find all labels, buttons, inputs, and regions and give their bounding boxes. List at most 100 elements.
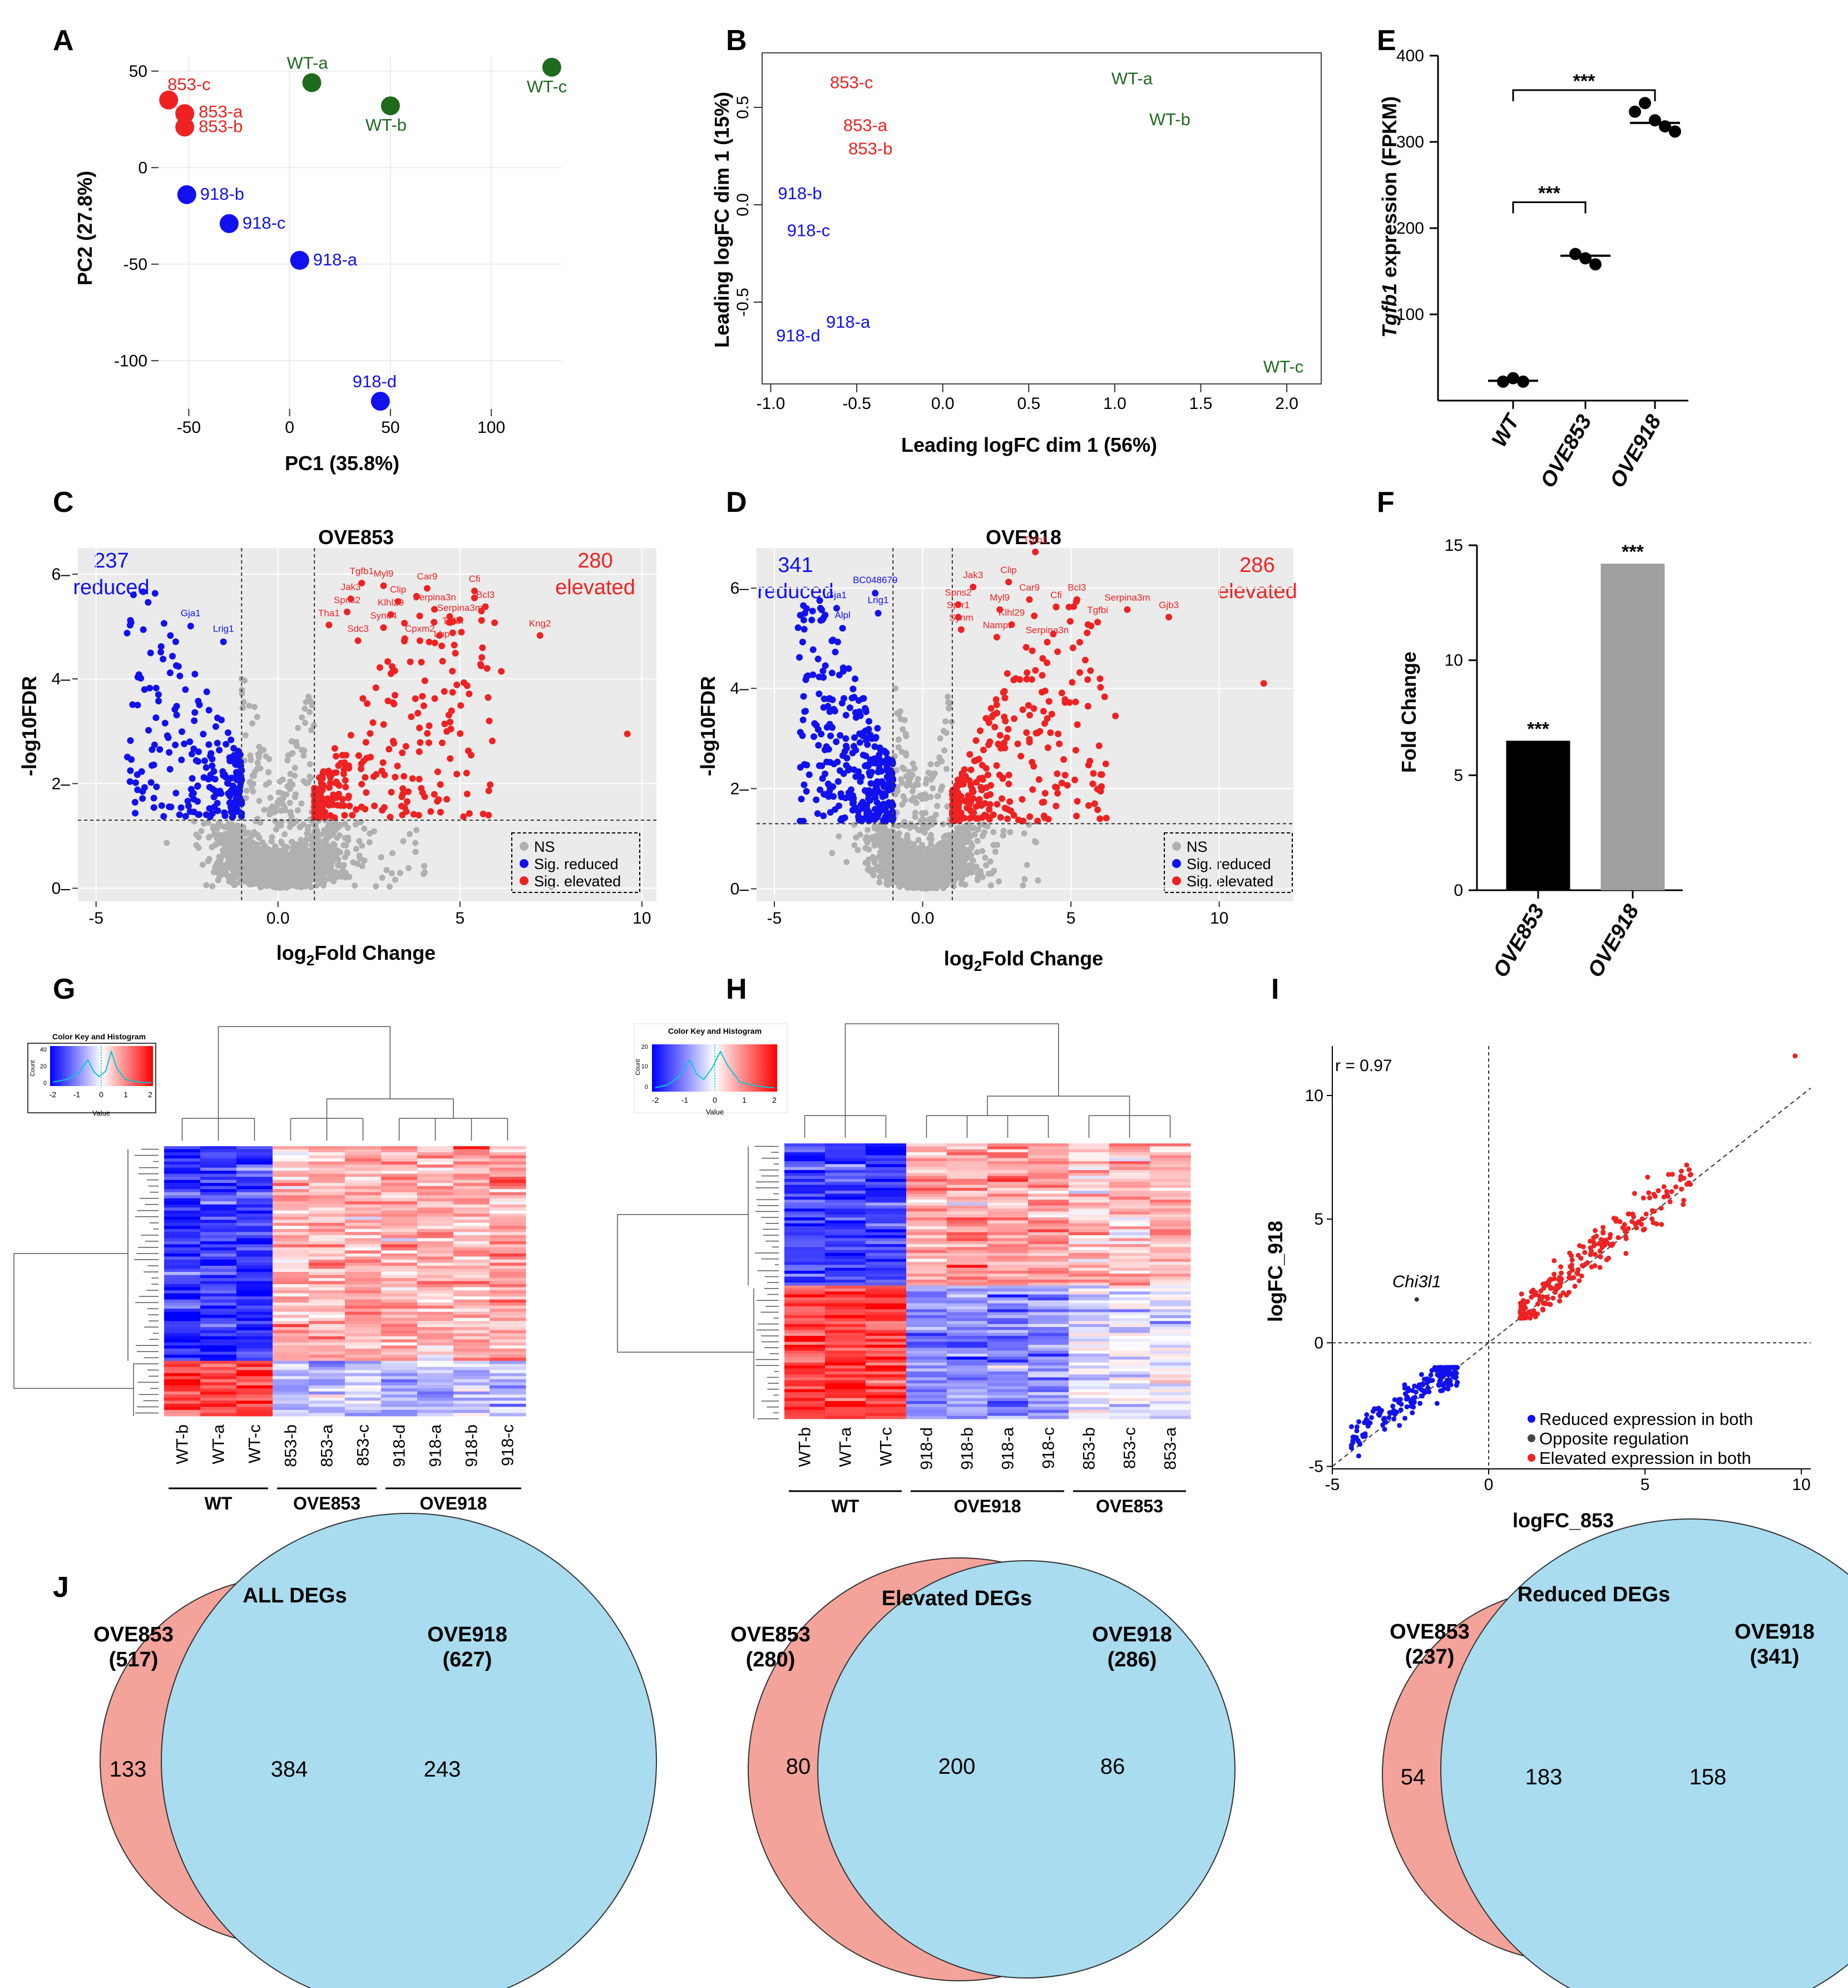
volcano-ove853-elevated-point: [427, 808, 434, 815]
volcano-ove918-ns-point: [898, 852, 905, 859]
volcano-ove853-y-axis-title: -log10FDR: [18, 676, 41, 776]
volcano-ove918-ns-point: [1026, 821, 1032, 828]
volcano-ove853-ns-point: [389, 850, 396, 856]
pca-point: [175, 104, 195, 124]
color-key-g-tick: -2: [50, 1090, 57, 1099]
volcano-ove853-elevated-point: [409, 775, 416, 782]
tgfb1-sig-bracket: [1512, 201, 1587, 214]
volcano-ove853-ns-point: [268, 858, 275, 865]
volcano-ove918-elevated-point: [1031, 612, 1038, 619]
volcano-ove918-reduced-point: [863, 805, 871, 812]
volcano-ove918-ns-point: [916, 867, 922, 874]
volcano-ove918-elevated-point: [1029, 647, 1036, 654]
volcano-ove853-ns-point: [263, 870, 269, 877]
pca-point-label: 918-c: [243, 213, 286, 233]
volcano-ove918-reduced-point: [852, 714, 859, 721]
volcano-ove853-ns-point: [254, 759, 261, 766]
heatmap-g-cell: [345, 1146, 382, 1150]
volcano-ove918-elevated-point: [997, 814, 1004, 821]
volcano-ove853-elevated-point: [486, 717, 493, 724]
volcano-ove853-ns-point: [294, 884, 301, 890]
volcano-ove853-elevated-point: [358, 781, 365, 788]
panel-label-b: B: [726, 24, 747, 57]
volcano-ove918-ns-point: [945, 705, 952, 712]
volcano-ove918-elevated-point: [1070, 603, 1078, 610]
volcano-ove853-ns-point: [383, 867, 390, 874]
volcano-ove853-elevated-point: [418, 659, 425, 666]
volcano-ove853-ns-point: [276, 856, 283, 862]
volcano-ove853-ns-point: [359, 863, 365, 870]
volcano-ove853-ns-point: [203, 882, 210, 889]
volcano-ove853-ns-point: [289, 750, 296, 757]
volcano-ove918-gene-point: [1073, 596, 1080, 603]
volcano-ove918-reduced-point: [837, 732, 844, 739]
volcano-ove853-elevated-point: [465, 747, 472, 754]
volcano-ove853-elevated-point: [389, 738, 397, 745]
mds-x-tick-label: -1.0: [757, 394, 785, 413]
mds-sample-label: 853-b: [848, 139, 892, 159]
volcano-ove853-ns-point: [293, 741, 299, 747]
volcano-ove918-ns-point: [943, 729, 950, 736]
pca-point: [381, 96, 400, 116]
volcano-ove853-elevated-point: [463, 790, 471, 797]
volcano-ove918-ns-point: [877, 874, 883, 880]
mds-sample-label: 918-d: [776, 326, 820, 346]
volcano-ove918-elevated-point: [1006, 798, 1014, 805]
volcano-ove853-ns-point: [342, 835, 349, 841]
volcano-ove918-ns-point: [851, 821, 858, 828]
pca-point: [175, 117, 195, 137]
volcano-ove853-ns-point: [251, 768, 258, 775]
volcano-ove918-elevated-point: [1084, 676, 1091, 683]
volcano-ove853-ns-point: [247, 752, 254, 759]
volcano-ove853-reduced-point: [132, 810, 139, 817]
volcano-ove918-ns-point: [937, 757, 943, 763]
volcano-ove853-ns-point: [269, 866, 275, 873]
volcano-ove853-ns-point: [241, 677, 248, 684]
volcano-ove853-elevated-point: [449, 689, 456, 696]
volcano-ove918-reduced-point: [832, 648, 839, 655]
volcano-ove918-reduced-point: [836, 672, 843, 679]
volcano-ove853-elevated-point: [437, 808, 444, 816]
volcano-ove918-elevated-point: [999, 795, 1006, 802]
heatmap-g-cell: [309, 1149, 345, 1153]
volcano-ove853-y-tick-label: 6–: [52, 565, 71, 584]
volcano-ove918-ns-point: [877, 827, 883, 834]
volcano-ove853-ns-point: [225, 873, 232, 880]
volcano-ove853-ns-point: [343, 842, 349, 849]
volcano-ove918-reduced-point: [813, 796, 820, 803]
volcano-ove853-ns-point: [294, 807, 301, 813]
heatmap-g-cell: [200, 1146, 237, 1150]
volcano-ove918-y-tick-label: 4–: [730, 679, 749, 698]
volcano-ove853-elevated-point: [487, 781, 494, 788]
volcano-ove853-reduced-point: [140, 626, 147, 633]
volcano-ove918-elevated-point: [979, 814, 986, 821]
volcano-ove853-ns-point: [276, 796, 283, 803]
volcano-ove918-elevated-point: [1034, 729, 1041, 737]
volcano-ove918-gene-label: Synm: [949, 613, 973, 623]
volcano-ove918-ns-point: [943, 766, 950, 772]
pca-y-tick-label: -50: [123, 255, 147, 274]
volcano-ove918-elevated-point: [1073, 812, 1080, 820]
volcano-ove853-reduced-point: [194, 782, 201, 790]
volcano-ove918-reduced-point: [824, 703, 832, 710]
volcano-ove918-elevated-point: [1001, 694, 1009, 702]
volcano-ove918-reduced-point: [801, 781, 808, 788]
fold-change-x-tick-label: OVE853: [1489, 901, 1549, 981]
volcano-ove918-ns-point: [948, 718, 955, 725]
volcano-ove918-reduced-point: [819, 775, 826, 782]
volcano-ove853-elevated-point: [392, 773, 399, 781]
volcano-ove918-ns-point: [992, 849, 999, 855]
volcano-ove853-elevated-point: [363, 789, 370, 796]
volcano-ove918-gene-label: Spns2: [945, 588, 971, 598]
volcano-ove918-elevated-point: [1084, 621, 1091, 628]
volcano-ove918-elevated-point: [1084, 703, 1091, 710]
volcano-ove918-reduced-point: [842, 712, 849, 719]
volcano-ove918-ns-point: [925, 846, 931, 852]
volcano-ove918-ns-point: [963, 834, 970, 841]
fold-change-bar: [1600, 564, 1665, 890]
volcano-ove853-elevated-point: [452, 650, 459, 657]
volcano-ove918-elevated-point: [1069, 644, 1076, 652]
volcano-ove853-ns-point: [339, 864, 346, 871]
volcano-ove918-elevated-point: [1090, 770, 1097, 777]
volcano-ove853-ns-point: [295, 724, 302, 731]
